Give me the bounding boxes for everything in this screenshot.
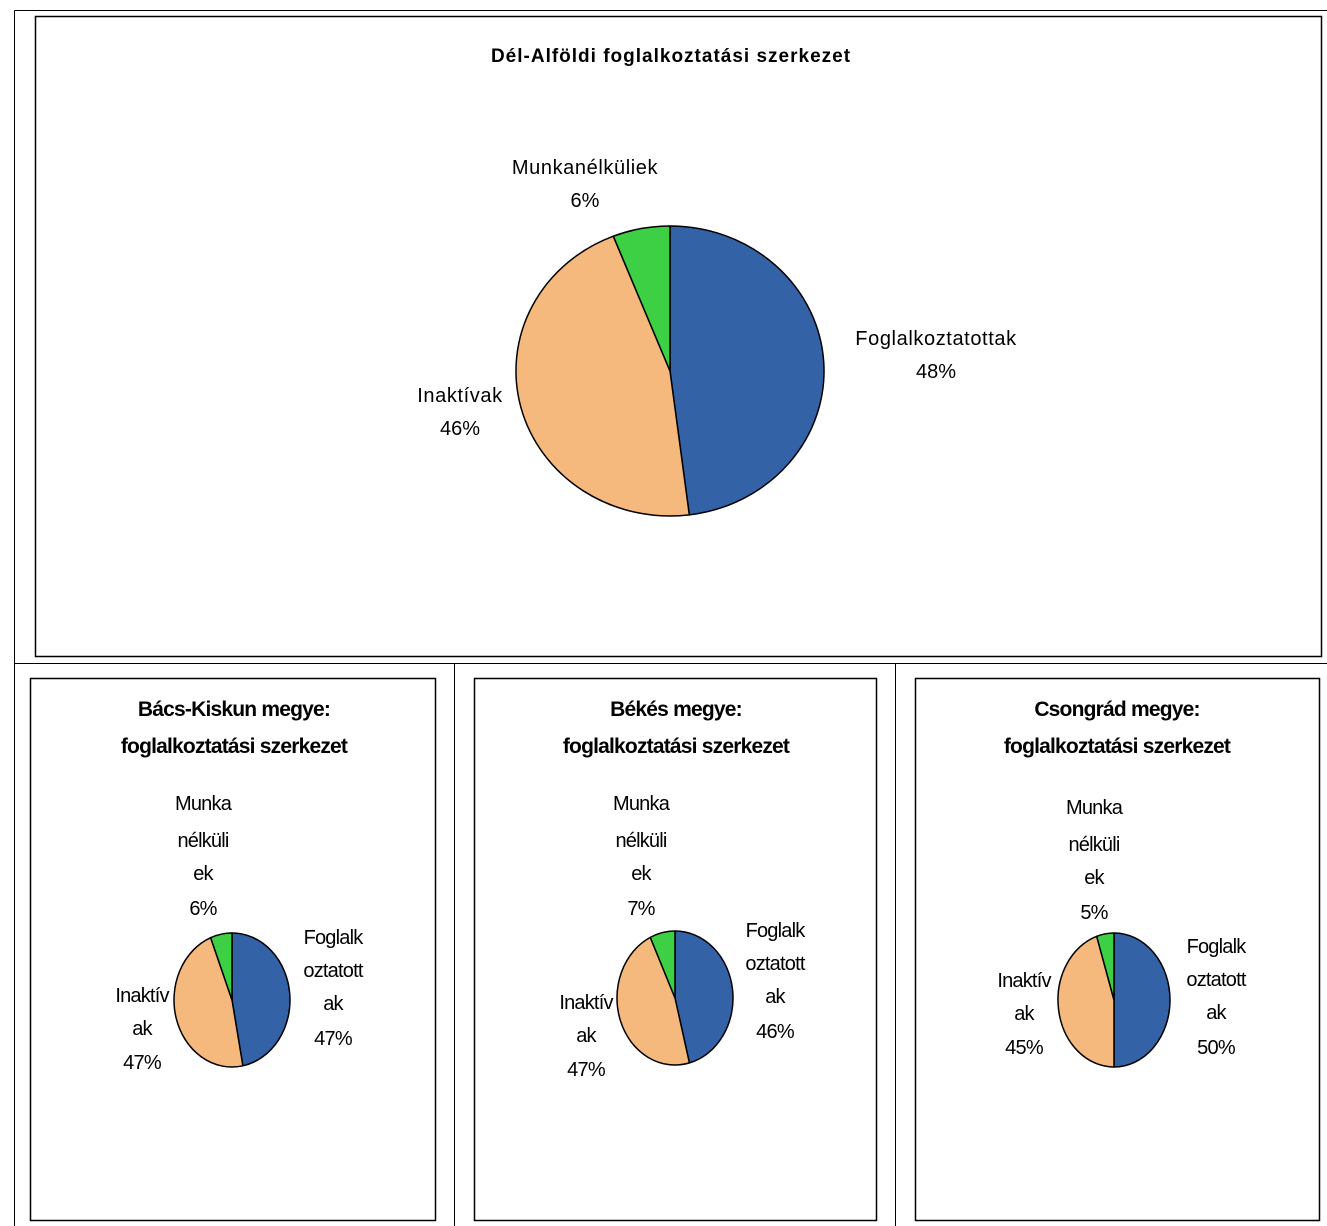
csongrad-munka-line1: Munka: [1066, 797, 1124, 819]
pie-slice-foglalkoztatottak: [669, 225, 825, 516]
csongrad-title-line2: foglalkoztatási szerkezet: [1004, 735, 1231, 758]
main-chart: Dél-Alföldi foglalkoztatási szerkezet Mu…: [34, 15, 1323, 658]
bacs-kiskun-inakt-line2: ak: [132, 1018, 153, 1040]
main-label-foglalkoztatottak-value: 48%: [916, 361, 956, 383]
chart-csongrad: Csongrád megye: foglalkoztatási szerkeze…: [914, 677, 1321, 1222]
bekes-munka-line1: Munka: [613, 793, 671, 815]
bekes-label-munkanelkuliek: Munka nélküli ek 7%: [613, 793, 672, 920]
bacs-kiskun-munka-line2: nélküli: [177, 830, 228, 852]
bekes-munka-line3: ek: [631, 863, 652, 885]
pie-slice-foglalkoztatottak: [231, 932, 291, 1067]
pie-slice-munkanelkuliek: [209, 932, 233, 1001]
csongrad-munka-line2: nélküli: [1068, 834, 1119, 856]
pie-slice-munkanelkuliek: [1095, 932, 1115, 1001]
bacs-kiskun-munka-line3: ek: [193, 863, 214, 885]
bacs-kiskun-label-foglalkoztatottak: Foglalk oztatott ak 47%: [303, 927, 365, 1050]
main-label-munkanelkuliek: Munkanélküliek 6%: [512, 157, 659, 212]
csongrad-label-inaktivak: Inaktív ak 45%: [997, 970, 1052, 1059]
bacs-kiskun-fogl-value: 47%: [314, 1028, 353, 1050]
csongrad-fogl-line1: Foglalk: [1187, 936, 1248, 958]
pie-slice-munkanelkuliek: [649, 930, 676, 999]
bacs-kiskun-munka-line1: Munka: [175, 793, 233, 815]
chart-bacs-kiskun: Bács-Kiskun megye: foglalkoztatási szerk…: [29, 677, 437, 1222]
csongrad-title-line1: Csongrád megye:: [1034, 698, 1199, 721]
csongrad-munka-line3: ek: [1084, 867, 1105, 889]
chart-bekes: Békés megye: foglalkoztatási szerkezet M…: [473, 677, 878, 1222]
pie-slice-inaktivak: [616, 936, 691, 1066]
csongrad-pie: [1057, 932, 1171, 1068]
pie-slice-munkanelkuliek: [612, 225, 671, 372]
pie-slice-inaktivak: [515, 235, 691, 517]
bekes-munka-line2: nélküli: [615, 830, 666, 852]
bekes-fogl-line1: Foglalk: [746, 920, 807, 942]
bekes-title-line1: Békés megye:: [610, 698, 742, 721]
main-label-inaktivak-value: 46%: [440, 418, 480, 440]
bacs-kiskun-munka-value: 6%: [189, 898, 217, 920]
bekes-fogl-line3: ak: [765, 986, 786, 1008]
bekes-inakt-line2: ak: [576, 1025, 597, 1047]
bekes-label-foglalkoztatottak: Foglalk oztatott ak 46%: [745, 920, 807, 1043]
csongrad-inakt-line1: Inaktív: [997, 970, 1051, 992]
pie-slice-foglalkoztatottak: [1113, 932, 1171, 1068]
csongrad-label-munkanelkuliek: Munka nélküli ek 5%: [1066, 797, 1125, 924]
bekes-inakt-value: 47%: [567, 1059, 606, 1081]
main-label-munkanelkuliek-name: Munkanélküliek: [512, 157, 659, 179]
csongrad-label-foglalkoztatottak: Foglalk oztatott ak 50%: [1186, 936, 1248, 1059]
bekes-pie: [616, 930, 734, 1066]
main-label-munkanelkuliek-value: 6%: [571, 190, 600, 212]
pie-slice-foglalkoztatottak: [674, 930, 734, 1064]
main-label-foglalkoztatottak: Foglalkoztatottak 48%: [855, 328, 1017, 383]
bekes-fogl-line2: oztatott: [745, 953, 805, 975]
main-label-inaktivak-name: Inaktívak: [417, 385, 503, 407]
bekes-title-line2: foglalkoztatási szerkezet: [563, 735, 790, 758]
bacs-kiskun-label-munkanelkuliek: Munka nélküli ek 6%: [175, 793, 234, 920]
bacs-kiskun-inakt-line1: Inaktív: [115, 985, 169, 1007]
bekes-inakt-line1: Inaktív: [559, 992, 613, 1014]
bacs-kiskun-pie: [173, 932, 291, 1068]
bekes-fogl-value: 46%: [756, 1021, 795, 1043]
bacs-kiskun-fogl-line2: oztatott: [303, 960, 363, 982]
bacs-kiskun-title-line1: Bács-Kiskun megye:: [138, 698, 330, 721]
bekes-munka-value: 7%: [627, 898, 655, 920]
csongrad-fogl-value: 50%: [1197, 1037, 1236, 1059]
bekes-label-inaktivak: Inaktív ak 47%: [559, 992, 614, 1081]
main-label-inaktivak: Inaktívak 46%: [417, 385, 503, 440]
bacs-kiskun-title-line2: foglalkoztatási szerkezet: [121, 735, 348, 758]
pie-slice-inaktivak: [173, 936, 244, 1068]
main-pie: [515, 225, 825, 517]
table-grid: [14, 10, 1327, 1226]
pie-slice-inaktivak: [1057, 935, 1115, 1068]
main-chart-title: Dél-Alföldi foglalkoztatási szerkezet: [491, 46, 851, 67]
csongrad-munka-value: 5%: [1080, 902, 1108, 924]
main-label-foglalkoztatottak-name: Foglalkoztatottak: [855, 328, 1017, 350]
csongrad-inakt-value: 45%: [1005, 1037, 1044, 1059]
csongrad-inakt-line2: ak: [1014, 1003, 1035, 1025]
bacs-kiskun-fogl-line3: ak: [323, 993, 344, 1015]
csongrad-fogl-line3: ak: [1206, 1002, 1227, 1024]
bacs-kiskun-inakt-value: 47%: [123, 1052, 162, 1074]
csongrad-fogl-line2: oztatott: [1186, 969, 1246, 991]
bacs-kiskun-label-inaktivak: Inaktív ak 47%: [115, 985, 170, 1074]
bacs-kiskun-fogl-line1: Foglalk: [304, 927, 365, 949]
